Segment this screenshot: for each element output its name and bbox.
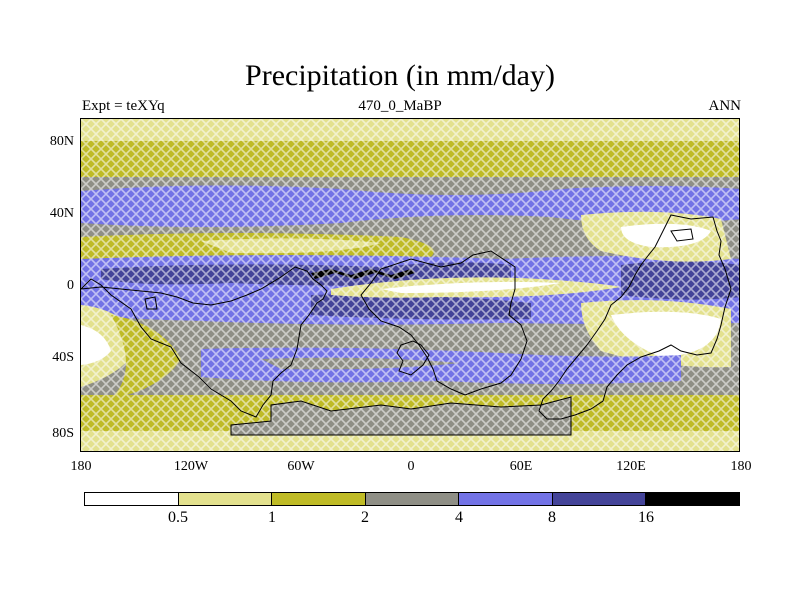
lon-label-0: 0 bbox=[407, 459, 415, 474]
lat-label-80s: 80S bbox=[52, 426, 74, 441]
coast-small-island-a bbox=[670, 228, 694, 242]
colorbar-label-1: 1 bbox=[268, 509, 276, 526]
colorbar-label-8: 8 bbox=[548, 509, 556, 526]
experiment-label: Expt = teXYq bbox=[82, 98, 165, 114]
colorbar-box-4 bbox=[365, 493, 460, 505]
colorbar-box-7 bbox=[646, 493, 740, 505]
lat-label-80n: 80N bbox=[49, 134, 74, 149]
coast-small-island-b bbox=[144, 296, 158, 310]
lon-label-120e: 120E bbox=[616, 459, 646, 474]
season-label: ANN bbox=[708, 98, 742, 114]
coast-east-continent bbox=[538, 214, 732, 420]
hatch-overlay bbox=[81, 119, 739, 451]
lat-label-40n: 40N bbox=[49, 206, 74, 221]
lon-label-60e: 60E bbox=[509, 459, 533, 474]
colorbar-box-5 bbox=[459, 493, 553, 505]
precipitation-map bbox=[81, 119, 739, 451]
colorbar-label-16: 16 bbox=[638, 509, 654, 526]
lon-label-180e: 180 bbox=[730, 459, 752, 474]
colorbar-box-2 bbox=[178, 493, 273, 505]
colorbar-label-2: 2 bbox=[361, 509, 369, 526]
colorbar bbox=[84, 492, 740, 506]
colorbar-label-0-5: 0.5 bbox=[168, 509, 188, 526]
map-plot bbox=[80, 118, 740, 452]
plot-title: Precipitation (in mm/day) bbox=[245, 59, 555, 92]
lat-label-40s: 40S bbox=[52, 350, 74, 365]
lon-label-180w: 180 bbox=[70, 459, 92, 474]
coast-americas bbox=[81, 266, 328, 418]
lon-label-120w: 120W bbox=[173, 459, 209, 474]
colorbar-box-6 bbox=[552, 493, 647, 505]
lat-label-eq: 0 bbox=[67, 278, 74, 293]
colorbar-label-4: 4 bbox=[455, 509, 463, 526]
colorbar-box-1 bbox=[85, 493, 179, 505]
coast-africa bbox=[360, 250, 528, 396]
time-label: 470_0_MaBP bbox=[358, 98, 442, 114]
lon-label-60w: 60W bbox=[287, 459, 315, 474]
coast-antarctic bbox=[230, 396, 572, 436]
colorbar-box-3 bbox=[272, 493, 366, 505]
land-outlines bbox=[81, 214, 732, 436]
